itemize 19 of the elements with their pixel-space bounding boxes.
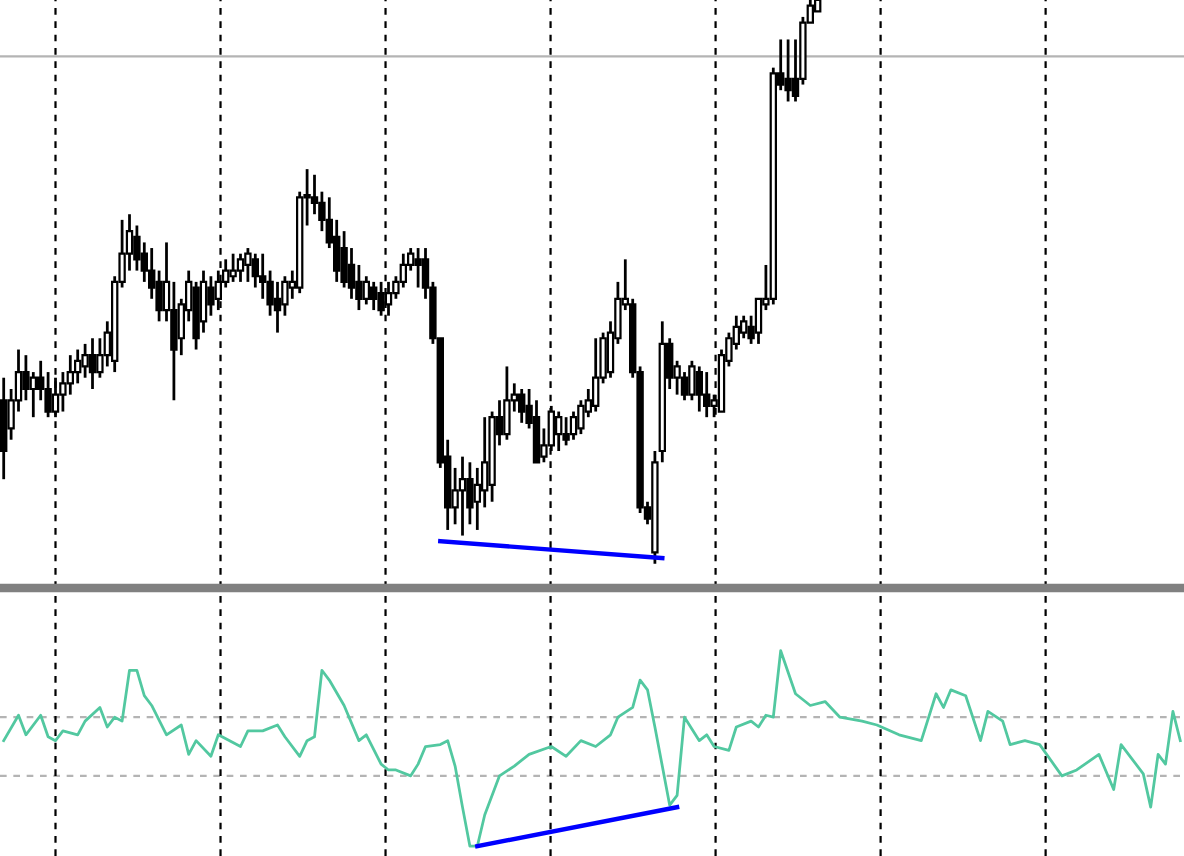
candlestick [458,455,467,537]
candlestick [414,246,422,289]
candlestick [81,342,89,380]
candlestick [370,280,378,312]
candlestick [229,252,237,284]
candlestick [703,370,711,419]
candlestick [88,336,97,391]
candlestick [362,274,370,306]
candlestick [562,415,570,447]
candlestick [592,336,600,413]
candlestick [695,365,703,413]
candlestick [518,387,526,425]
candlestick [503,365,511,442]
candlestick [555,410,563,453]
candlestick [29,370,37,419]
candlestick [236,252,245,284]
candlestick [244,246,252,284]
candlestick [784,38,792,103]
candlestick [207,274,215,318]
